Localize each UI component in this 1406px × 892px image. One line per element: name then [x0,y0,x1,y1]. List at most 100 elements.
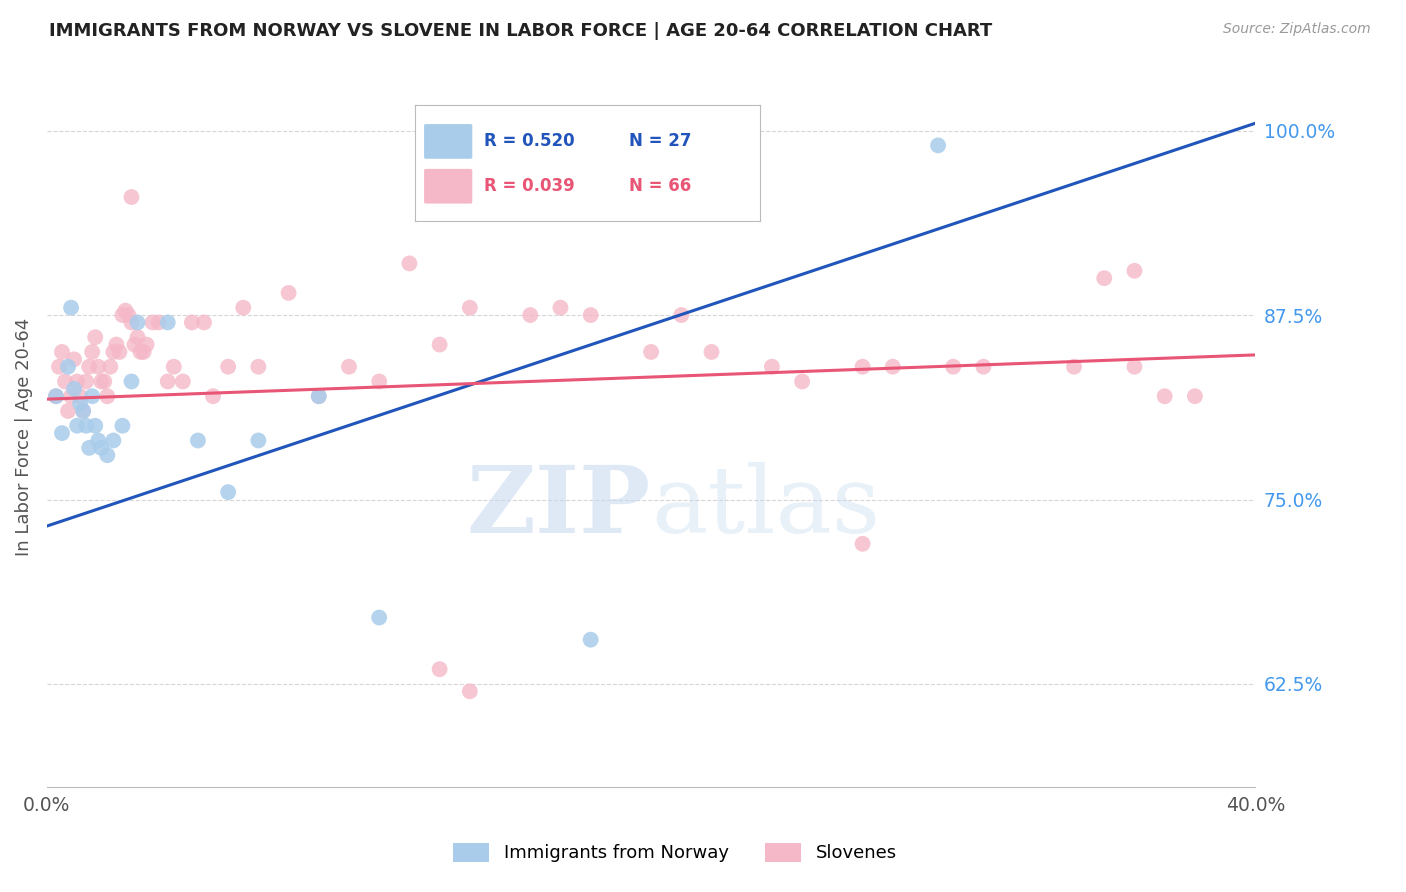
Point [108,345,131,359]
Point [132,345,155,359]
Point [45,389,67,403]
Point [87,359,110,374]
Point [121,375,143,389]
Point [217,359,239,374]
Point [127,330,149,344]
Point [66,418,89,433]
Point [53,375,76,389]
Point [121,190,143,204]
Point [458,684,481,698]
Point [72,404,94,418]
Legend: Immigrants from Norway, Slovenes: Immigrants from Norway, Slovenes [446,836,904,870]
Point [429,337,451,351]
Point [156,315,179,329]
Point [69,396,91,410]
Point [56,359,79,374]
Point [51,426,73,441]
Point [851,359,873,374]
Point [247,359,270,374]
Point [84,418,107,433]
Point [579,308,602,322]
Point [84,330,107,344]
Point [972,359,994,374]
Point [247,434,270,448]
Point [202,389,225,403]
Point [69,389,91,403]
Point [368,610,391,624]
Point [156,375,179,389]
Point [277,285,299,300]
Point [1184,389,1206,403]
Point [135,337,157,351]
Point [75,375,97,389]
Point [48,359,70,374]
Text: atlas: atlas [651,462,880,552]
Point [163,359,186,374]
Point [127,315,149,329]
Y-axis label: In Labor Force | Age 20-64: In Labor Force | Age 20-64 [15,318,32,556]
Point [172,375,194,389]
Point [851,537,873,551]
Point [77,359,100,374]
Point [1153,389,1175,403]
Point [96,448,118,462]
Point [103,434,125,448]
Point [232,301,254,315]
Point [111,308,134,322]
Point [180,315,202,329]
Point [671,308,693,322]
Point [103,345,125,359]
Point [882,359,904,374]
Point [72,404,94,418]
Point [90,375,112,389]
Point [142,315,165,329]
Point [129,345,152,359]
Point [550,301,572,315]
Point [337,359,360,374]
Point [124,337,146,351]
Point [217,485,239,500]
Point [187,434,209,448]
Point [519,183,541,197]
Point [82,345,104,359]
Point [98,359,121,374]
Point [117,308,139,322]
Point [1123,264,1146,278]
Point [121,315,143,329]
Point [63,382,86,396]
Point [93,375,115,389]
Point [429,662,451,676]
Point [96,389,118,403]
Point [1092,271,1115,285]
Point [51,345,73,359]
Point [60,389,83,403]
Point [579,632,602,647]
Point [60,301,83,315]
Point [111,418,134,433]
Point [87,434,110,448]
Point [1063,359,1085,374]
Point [640,345,662,359]
Point [63,352,86,367]
Point [1123,359,1146,374]
Point [700,345,723,359]
Point [942,359,965,374]
Point [105,337,128,351]
Point [308,389,330,403]
Point [193,315,215,329]
Point [66,375,89,389]
Point [519,308,541,322]
Point [458,301,481,315]
Point [148,315,170,329]
Point [308,389,330,403]
Point [45,389,67,403]
Point [927,138,949,153]
Point [75,418,97,433]
Point [398,256,420,270]
Point [77,441,100,455]
Point [56,404,79,418]
Point [82,389,104,403]
Text: ZIP: ZIP [467,462,651,552]
Point [792,375,814,389]
Point [114,303,136,318]
